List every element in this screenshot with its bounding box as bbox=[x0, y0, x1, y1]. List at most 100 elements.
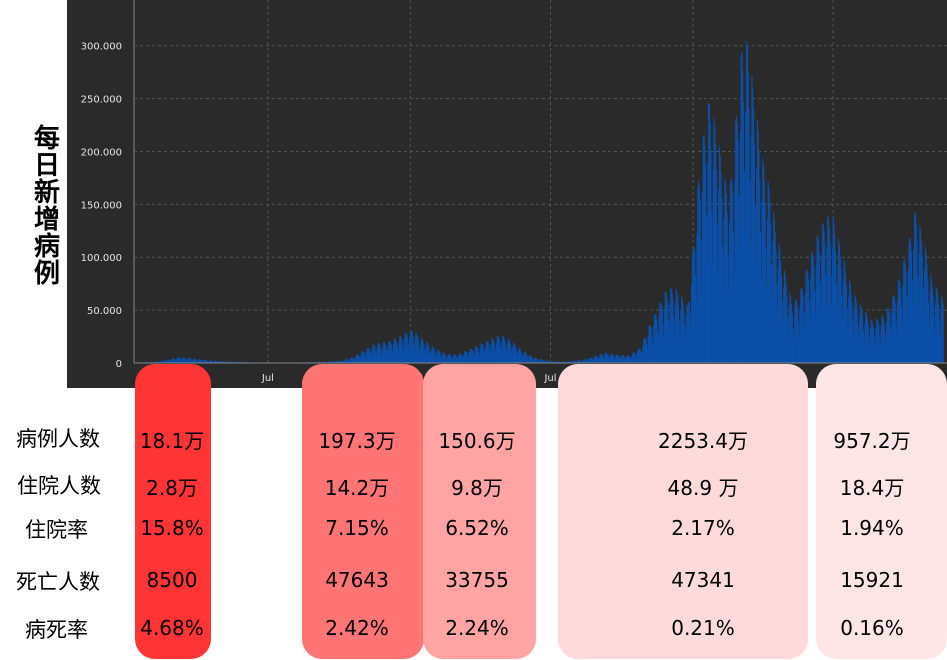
daily-cases-bar bbox=[352, 357, 354, 363]
daily-cases-bar bbox=[793, 315, 796, 363]
daily-cases-bar bbox=[342, 361, 344, 363]
table-cell: 0.16% bbox=[840, 616, 904, 640]
daily-cases-bar bbox=[329, 361, 331, 363]
daily-cases-bar bbox=[913, 249, 915, 363]
daily-cases-bar bbox=[338, 361, 340, 363]
daily-cases-bar bbox=[619, 358, 621, 363]
daily-cases-bar bbox=[495, 342, 498, 363]
daily-cases-bar bbox=[775, 251, 777, 363]
daily-cases-bar bbox=[797, 321, 800, 363]
daily-cases-bar bbox=[201, 360, 203, 363]
daily-cases-bar bbox=[183, 357, 185, 363]
table-row-label: 住院人数 bbox=[17, 474, 101, 498]
daily-cases-bar bbox=[447, 355, 449, 363]
daily-cases-bar bbox=[414, 338, 416, 363]
daily-cases-bar bbox=[155, 361, 157, 363]
daily-cases-bar bbox=[187, 357, 190, 363]
daily-cases-bar bbox=[564, 361, 566, 363]
daily-cases-bar bbox=[362, 351, 364, 363]
daily-cases-bar bbox=[557, 361, 559, 363]
daily-cases-bar bbox=[626, 355, 628, 363]
daily-cases-bar bbox=[337, 361, 339, 363]
daily-cases-bar bbox=[361, 351, 363, 363]
daily-cases-bar bbox=[601, 354, 603, 363]
daily-cases-bar bbox=[673, 332, 676, 363]
daily-cases-bar bbox=[456, 357, 458, 363]
daily-cases-bar bbox=[824, 244, 826, 363]
daily-cases-bar bbox=[230, 361, 232, 363]
daily-cases-bar bbox=[788, 306, 790, 363]
daily-cases-bar bbox=[562, 361, 564, 363]
daily-cases-bar bbox=[719, 155, 721, 363]
daily-cases-bar bbox=[225, 361, 227, 363]
daily-cases-bar bbox=[624, 358, 626, 363]
daily-cases-bar bbox=[323, 361, 325, 363]
daily-cases-bar bbox=[855, 297, 857, 363]
daily-cases-bar bbox=[420, 342, 422, 363]
daily-cases-bar bbox=[174, 359, 176, 363]
daily-cases-bar bbox=[711, 210, 713, 363]
daily-cases-bar bbox=[812, 256, 814, 363]
daily-cases-bar bbox=[637, 348, 639, 363]
daily-cases-bar bbox=[382, 342, 385, 363]
daily-cases-bar bbox=[222, 361, 224, 363]
daily-cases-bar bbox=[700, 239, 702, 363]
daily-cases-bar bbox=[890, 337, 892, 363]
daily-cases-bar bbox=[192, 359, 194, 363]
daily-cases-bar bbox=[396, 347, 399, 363]
daily-cases-bar bbox=[207, 361, 209, 363]
daily-cases-bar bbox=[876, 319, 879, 363]
daily-cases-bar bbox=[376, 347, 378, 363]
daily-cases-bar bbox=[411, 331, 413, 363]
daily-cases-bar bbox=[856, 310, 858, 363]
daily-cases-bar bbox=[545, 360, 547, 363]
daily-cases-bar bbox=[901, 324, 903, 363]
daily-cases-bar bbox=[650, 328, 652, 363]
daily-cases-bar bbox=[693, 246, 695, 363]
daily-cases-bar bbox=[918, 253, 920, 363]
daily-cases-bar bbox=[532, 359, 534, 363]
daily-cases-bar bbox=[646, 344, 648, 363]
daily-cases-bar bbox=[758, 150, 760, 363]
daily-cases-bar bbox=[614, 359, 616, 363]
daily-cases-bar bbox=[325, 361, 327, 363]
daily-cases-bar bbox=[857, 325, 859, 363]
table-column-bg bbox=[423, 364, 536, 659]
daily-cases-bar bbox=[558, 361, 560, 363]
daily-cases-bar bbox=[543, 361, 546, 363]
daily-cases-bar bbox=[531, 357, 533, 363]
daily-cases-bar bbox=[680, 310, 682, 363]
daily-cases-bar bbox=[663, 308, 666, 363]
daily-cases-bar bbox=[597, 358, 599, 363]
daily-cases-bar bbox=[169, 360, 171, 363]
daily-cases-bar bbox=[180, 360, 183, 363]
daily-cases-bar bbox=[357, 354, 359, 363]
daily-cases-bar bbox=[436, 352, 438, 363]
daily-cases-bar bbox=[373, 345, 375, 363]
daily-cases-bar bbox=[552, 361, 554, 363]
daily-cases-bar bbox=[176, 357, 179, 363]
table-cell: 2253.4万 bbox=[658, 429, 748, 453]
daily-cases-bar bbox=[481, 344, 484, 363]
daily-cases-bar bbox=[395, 340, 397, 363]
daily-cases-bar bbox=[384, 343, 386, 363]
daily-cases-bar bbox=[228, 361, 230, 363]
daily-cases-bar bbox=[881, 316, 883, 363]
daily-cases-bar bbox=[909, 238, 911, 363]
daily-cases-bar bbox=[506, 343, 508, 363]
daily-cases-bar bbox=[906, 294, 908, 363]
daily-cases-bar bbox=[458, 353, 460, 363]
daily-cases-bar bbox=[461, 356, 464, 363]
daily-cases-bar bbox=[691, 285, 693, 363]
daily-cases-bar bbox=[763, 180, 765, 363]
daily-cases-bar bbox=[902, 285, 904, 363]
daily-cases-bar bbox=[496, 336, 498, 363]
daily-cases-bar bbox=[223, 361, 225, 363]
daily-cases-bar bbox=[485, 346, 487, 363]
daily-cases-bar bbox=[584, 359, 586, 363]
daily-cases-bar bbox=[523, 353, 525, 363]
daily-cases-bar bbox=[668, 333, 670, 363]
daily-cases-bar bbox=[656, 319, 658, 363]
daily-cases-bar bbox=[830, 275, 832, 363]
daily-cases-bar bbox=[156, 361, 159, 363]
